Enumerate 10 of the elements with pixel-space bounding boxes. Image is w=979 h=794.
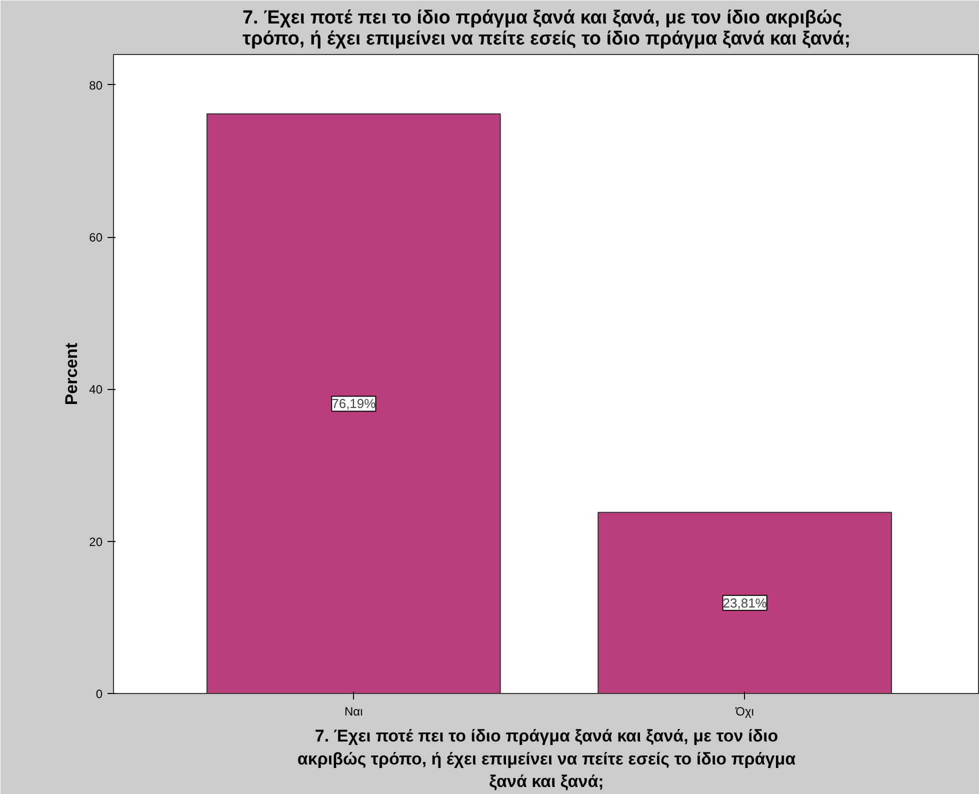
y-tick-label: 40 xyxy=(89,382,103,397)
x-axis-title: 7. Έχει ποτέ πει το ίδιο πράγμα ξανά και ξανά, με τον ίδιο ακριβώς τρόπο, ή έχει επιμείνει να πείτε εσείς το ίδιο πράγμα ξανά και ξανά; xyxy=(297,726,796,792)
y-tick-label: 0 xyxy=(96,687,103,701)
x-tick-label: Ναι xyxy=(344,704,364,718)
chart-title: 7. Έχει ποτέ πει το ίδιο πράγμα ξανά και ξανά, με τον ίδιο ακριβώς τρόπο, ή έχει επιμείνει να πείτε εσείς το ίδιο πράγμα ξανά και ξανά; xyxy=(242,8,851,50)
y-tick-label: 80 xyxy=(89,78,103,92)
y-tick-label: 60 xyxy=(89,230,103,245)
y-axis-title: Percent xyxy=(62,342,82,406)
y-tick-label: 20 xyxy=(89,534,103,549)
x-tick-label: Όχι xyxy=(734,704,754,718)
